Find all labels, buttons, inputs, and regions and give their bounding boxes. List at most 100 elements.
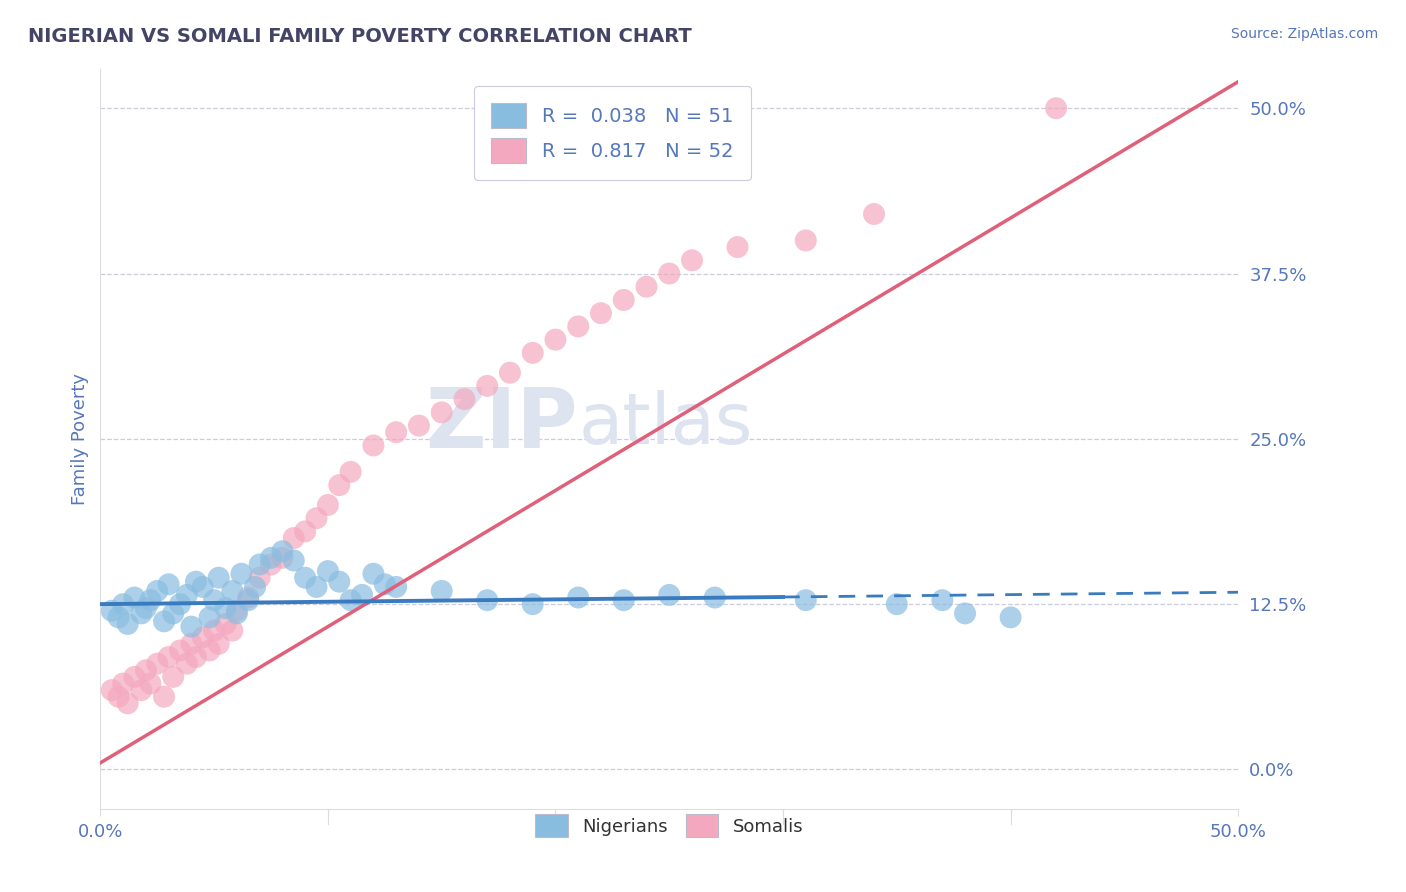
Point (283, 531, 305, 545)
Point (328, 574, 350, 589)
Point (221, 624, 243, 638)
Point (430, 405, 453, 419)
Point (294, 571, 316, 585)
Point (271, 544, 294, 558)
Point (100, 604, 122, 618)
Point (1045, 101, 1067, 115)
Point (953, 607, 976, 621)
Point (162, 607, 184, 621)
Point (305, 580, 328, 594)
Point (567, 591, 589, 605)
Point (477, 593, 499, 607)
Point (613, 293, 636, 307)
Point (589, 306, 612, 320)
Point (260, 558, 283, 572)
Point (249, 558, 271, 572)
Point (169, 643, 191, 657)
Point (131, 683, 153, 698)
Text: Source: ZipAtlas.com: Source: ZipAtlas.com (1230, 27, 1378, 41)
Point (271, 550, 294, 565)
Point (316, 498, 339, 512)
Point (243, 580, 266, 594)
Point (681, 253, 703, 268)
Point (157, 577, 180, 591)
Point (260, 550, 283, 565)
Point (339, 593, 361, 607)
Point (703, 591, 725, 605)
Point (169, 597, 191, 611)
Point (238, 591, 260, 605)
Point (135, 601, 157, 615)
Point (225, 604, 247, 618)
Point (430, 583, 453, 598)
Text: ZIP: ZIP (426, 384, 578, 465)
Point (112, 597, 135, 611)
Point (176, 588, 198, 602)
Point (214, 601, 236, 615)
Point (139, 676, 162, 690)
Point (100, 683, 122, 698)
Point (305, 511, 328, 525)
Point (477, 379, 499, 393)
Point (249, 571, 271, 585)
Point (522, 597, 544, 611)
Point (176, 657, 198, 671)
Legend: Nigerians, Somalis: Nigerians, Somalis (527, 807, 811, 845)
Point (385, 425, 408, 440)
Point (363, 566, 385, 581)
Point (131, 607, 153, 621)
Point (374, 577, 396, 591)
Point (931, 593, 953, 607)
Point (184, 650, 207, 665)
Point (636, 279, 658, 293)
Point (453, 392, 475, 406)
Point (225, 607, 247, 621)
Text: NIGERIAN VS SOMALI FAMILY POVERTY CORRELATION CHART: NIGERIAN VS SOMALI FAMILY POVERTY CORREL… (28, 27, 692, 45)
Point (208, 637, 231, 651)
Point (124, 591, 146, 605)
Point (339, 465, 361, 479)
Point (499, 366, 522, 380)
Point (727, 240, 749, 254)
Point (157, 650, 180, 665)
Point (794, 234, 817, 248)
Point (214, 617, 236, 632)
Point (863, 207, 886, 221)
Point (658, 267, 681, 281)
Point (162, 670, 184, 684)
Point (221, 583, 243, 598)
Point (184, 574, 207, 589)
Point (613, 593, 636, 607)
Point (117, 617, 139, 632)
Point (886, 597, 908, 611)
Point (208, 571, 231, 585)
Point (1000, 610, 1022, 624)
Point (198, 610, 221, 624)
Point (283, 553, 305, 567)
Point (135, 663, 157, 677)
Point (146, 657, 169, 671)
Point (794, 593, 817, 607)
Point (352, 588, 374, 602)
Point (294, 524, 316, 539)
Point (153, 690, 176, 704)
Point (328, 478, 350, 492)
Point (117, 696, 139, 710)
Point (567, 319, 589, 334)
Point (658, 588, 681, 602)
Text: atlas: atlas (578, 390, 752, 458)
Point (544, 333, 567, 347)
Point (124, 670, 146, 684)
Point (408, 418, 430, 433)
Y-axis label: Family Poverty: Family Poverty (72, 373, 89, 505)
Point (191, 630, 214, 644)
Point (238, 593, 260, 607)
Point (231, 566, 253, 581)
Point (202, 624, 225, 638)
Point (180, 637, 202, 651)
Point (112, 676, 135, 690)
Point (139, 593, 162, 607)
Point (146, 583, 169, 598)
Point (191, 580, 214, 594)
Point (316, 564, 339, 578)
